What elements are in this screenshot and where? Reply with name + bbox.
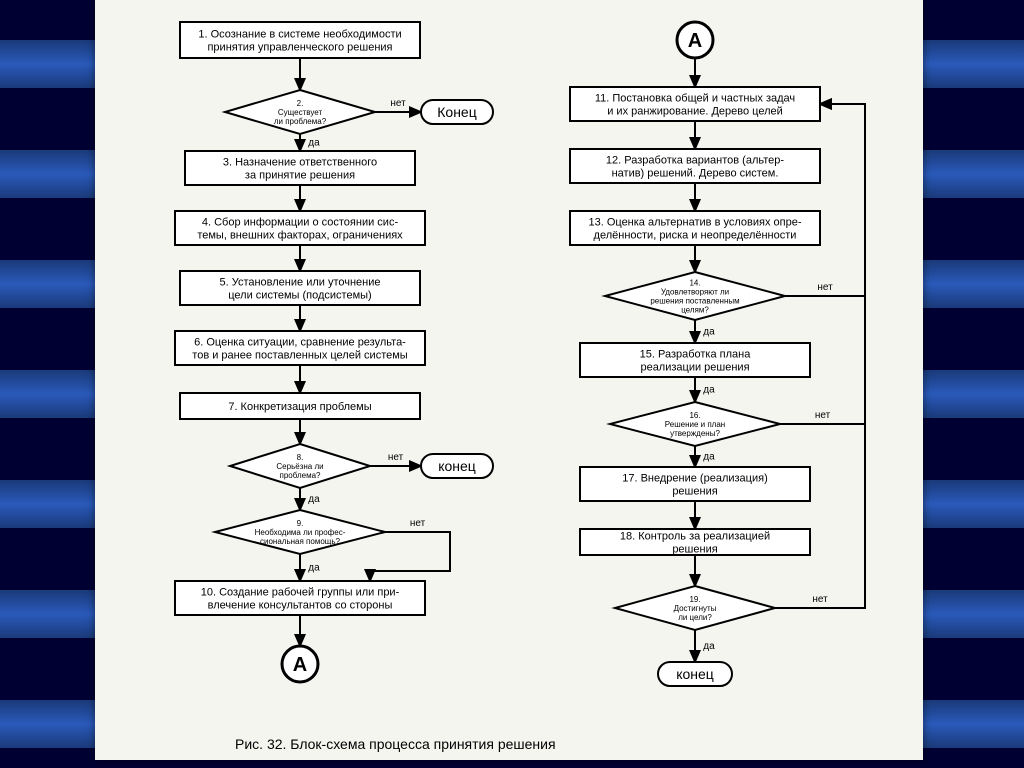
svg-text:Серьёзна ли: Серьёзна ли	[276, 462, 323, 471]
node-n10: 10. Создание рабочей группы или при-влеч…	[175, 581, 425, 615]
svg-text:нет: нет	[390, 98, 406, 109]
node-n12: 12. Разработка вариантов (альтер-натив) …	[570, 149, 820, 183]
svg-text:за принятие решения: за принятие решения	[245, 170, 355, 182]
svg-text:14.: 14.	[689, 279, 700, 288]
node-n7: 7. Конкретизация проблемы	[180, 393, 420, 419]
svg-text:Достигнуты: Достигнуты	[674, 604, 717, 613]
node-A2: А	[677, 22, 713, 58]
svg-text:делённости, риска и неопределё: делённости, риска и неопределённости	[594, 230, 797, 242]
node-n16: 16.Решение и планутверждены?	[610, 402, 780, 446]
svg-text:конец: конец	[676, 666, 714, 682]
svg-text:19.: 19.	[689, 595, 700, 604]
node-n5: 5. Установление или уточнениецели систем…	[180, 271, 420, 305]
flowchart-paper: да нет да нет да нет да нет да да нет да нет 1. Осоз…	[95, 0, 923, 760]
svg-text:да: да	[703, 385, 715, 396]
node-n4: 4. Сбор информации о состоянии сис-темы,…	[175, 211, 425, 245]
node-n14: 14.Удовлетворяют лирешения поставленнымц…	[605, 272, 785, 320]
svg-text:ли цели?: ли цели?	[678, 613, 712, 622]
svg-text:7. Конкретизация проблемы: 7. Конкретизация проблемы	[228, 401, 371, 413]
svg-text:5. Установление или уточнение: 5. Установление или уточнение	[219, 277, 380, 289]
node-n13: 13. Оценка альтернатив в условиях опре-д…	[570, 211, 820, 245]
svg-text:А: А	[688, 30, 702, 52]
svg-text:решения: решения	[672, 486, 717, 498]
svg-text:9.: 9.	[297, 519, 304, 528]
svg-text:проблема?: проблема?	[280, 471, 322, 480]
node-n17: 17. Внедрение (реализация)решения	[580, 467, 810, 501]
svg-text:целям?: целям?	[681, 306, 709, 315]
svg-text:4. Сбор информации о состоянии: 4. Сбор информации о состоянии сис-	[202, 217, 399, 229]
svg-text:нет: нет	[817, 282, 833, 293]
svg-text:да: да	[703, 452, 715, 463]
svg-text:11. Постановка общей и частных: 11. Постановка общей и частных задач	[595, 93, 795, 105]
node-A1: А	[282, 646, 318, 682]
svg-text:10. Создание рабочей группы ил: 10. Создание рабочей группы или при-	[201, 587, 400, 599]
svg-text:13. Оценка альтернатив в услов: 13. Оценка альтернатив в условиях опре-	[588, 217, 801, 229]
svg-text:2.: 2.	[297, 99, 304, 108]
svg-text:сиональная помощь?: сиональная помощь?	[260, 537, 341, 546]
svg-text:реализации решения: реализации решения	[640, 362, 749, 374]
svg-text:12. Разработка вариантов (альт: 12. Разработка вариантов (альтер-	[606, 155, 784, 167]
svg-text:Решение и план: Решение и план	[665, 420, 725, 429]
svg-text:тов и ранее поставленных целей: тов и ранее поставленных целей системы	[192, 350, 407, 362]
svg-text:да: да	[308, 494, 320, 505]
svg-text:натив) решений. Дерево систем.: натив) решений. Дерево систем.	[612, 168, 779, 180]
figure-caption: Рис. 32. Блок-схема процесса принятия ре…	[235, 736, 556, 752]
svg-text:А: А	[293, 654, 307, 676]
svg-text:17. Внедрение (реализация): 17. Внедрение (реализация)	[622, 473, 768, 485]
svg-text:нет: нет	[815, 410, 831, 421]
svg-text:Конец: Конец	[437, 104, 476, 120]
node-end3: конец	[658, 662, 732, 686]
svg-text:влечение консультантов со стор: влечение консультантов со стороны	[208, 600, 393, 612]
node-end2: конец	[421, 454, 493, 478]
svg-text:нет: нет	[812, 594, 828, 605]
flowchart-svg: да нет да нет да нет да нет да да нет да нет 1. Осоз…	[95, 0, 923, 760]
node-n1: 1. Осознание в системе необходимостиприн…	[180, 22, 420, 58]
svg-text:темы, внешних факторах, ограни: темы, внешних факторах, ограничениях	[197, 230, 403, 242]
node-n8: 8.Серьёзна липроблема?	[230, 444, 370, 488]
svg-text:принятия управленческого решен: принятия управленческого решения	[207, 42, 392, 54]
svg-text:16.: 16.	[689, 411, 700, 420]
svg-text:18. Контроль за реализацией: 18. Контроль за реализацией	[620, 531, 770, 543]
svg-text:конец: конец	[438, 458, 476, 474]
svg-text:нет: нет	[410, 518, 426, 529]
node-end1: Конец	[421, 100, 493, 124]
svg-text:Существует: Существует	[278, 108, 323, 117]
svg-text:решения: решения	[672, 544, 717, 556]
svg-text:нет: нет	[388, 452, 404, 463]
node-n19: 19.Достигнутыли цели?	[615, 586, 775, 630]
svg-text:решения поставленным: решения поставленным	[650, 297, 739, 306]
node-n15: 15. Разработка планареализации решения	[580, 343, 810, 377]
svg-text:8.: 8.	[297, 453, 304, 462]
svg-text:да: да	[703, 641, 715, 652]
svg-text:утверждены?: утверждены?	[670, 429, 720, 438]
svg-text:да: да	[703, 327, 715, 338]
node-n11: 11. Постановка общей и частных задачи их…	[570, 87, 820, 121]
svg-text:ли проблема?: ли проблема?	[274, 117, 327, 126]
svg-text:да: да	[308, 563, 320, 574]
node-n9: 9.Необходима ли профес-сиональная помощь…	[215, 510, 385, 554]
svg-text:цели системы (подсистемы): цели системы (подсистемы)	[228, 290, 371, 302]
svg-text:15. Разработка плана: 15. Разработка плана	[640, 349, 752, 361]
node-n6: 6. Оценка ситуации, сравнение результа-т…	[175, 331, 425, 365]
svg-text:3. Назначение ответственного: 3. Назначение ответственного	[223, 157, 377, 169]
svg-text:Необходима ли профес-: Необходима ли профес-	[255, 528, 346, 537]
node-n2: 2.Существуетли проблема?	[225, 90, 375, 134]
node-n3: 3. Назначение ответственногоза принятие …	[185, 151, 415, 185]
svg-text:да: да	[308, 138, 320, 149]
node-n18: 18. Контроль за реализациейрешения	[580, 529, 810, 556]
svg-text:Удовлетворяют ли: Удовлетворяют ли	[661, 288, 729, 297]
svg-text:6. Оценка ситуации, сравнение: 6. Оценка ситуации, сравнение результа-	[194, 337, 406, 349]
svg-text:1. Осознание в системе необход: 1. Осознание в системе необходимости	[198, 29, 401, 41]
svg-text:и их ранжирование. Дерево целе: и их ранжирование. Дерево целей	[607, 106, 783, 118]
